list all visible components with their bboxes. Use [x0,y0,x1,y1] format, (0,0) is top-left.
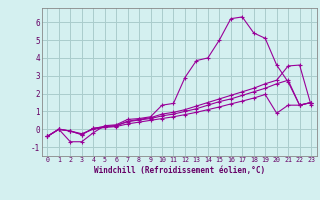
X-axis label: Windchill (Refroidissement éolien,°C): Windchill (Refroidissement éolien,°C) [94,166,265,175]
